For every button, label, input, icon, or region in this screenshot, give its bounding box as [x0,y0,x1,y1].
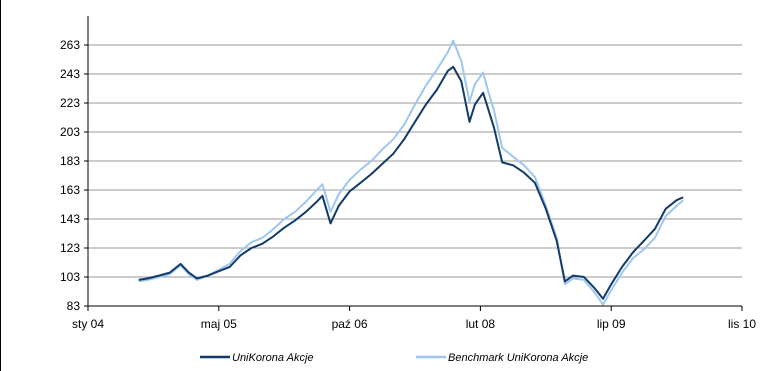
legend-label: Benchmark UniKorona Akcje [448,352,588,364]
y-tick-label: 143 [60,212,80,226]
y-tick-label: 203 [60,125,80,139]
y-tick-label: 83 [67,299,81,313]
x-tick-label: sty 04 [72,317,104,331]
y-tick-label: 183 [60,154,80,168]
y-tick-label: 163 [60,183,80,197]
y-tick-label: 263 [60,38,80,52]
series-line [139,67,683,299]
x-tick-label: lut 08 [466,317,496,331]
y-tick-label: 223 [60,96,80,110]
series-line [139,41,683,305]
x-tick-label: paź 06 [332,317,368,331]
y-tick-label: 243 [60,67,80,81]
x-tick-label: maj 05 [201,317,237,331]
x-tick-label: lip 09 [597,317,626,331]
y-tick-label: 103 [60,270,80,284]
legend: UniKorona Akcje Benchmark UniKorona Akcje [200,352,588,364]
series-lines [139,41,683,305]
y-tick-label: 123 [60,241,80,255]
x-tick-label: lis 10 [728,317,756,331]
legend-label: UniKorona Akcje [232,352,314,364]
y-axis-ticks: 83 103 123 143 163 183 203 223 243 263 [60,38,88,313]
x-axis-ticks: sty 04 maj 05 paź 06 lut 08 lip 09 lis 10 [72,306,756,331]
